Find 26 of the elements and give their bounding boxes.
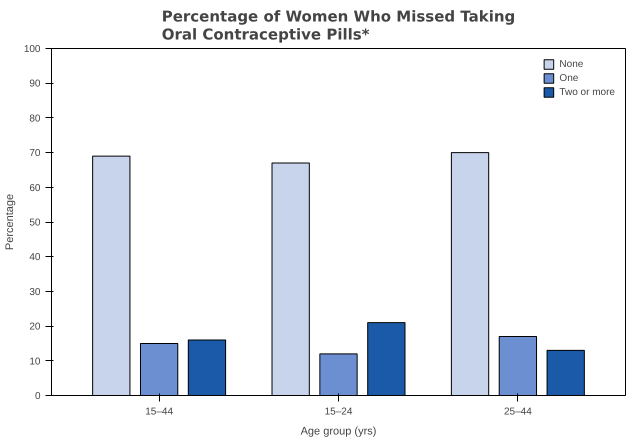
- y-tick-label: 10: [29, 356, 41, 368]
- bar: [367, 322, 406, 396]
- y-tick-label: 50: [29, 218, 41, 228]
- bar: [546, 350, 585, 396]
- y-tick-label: 90: [29, 78, 41, 90]
- x-tick-label: 15–44: [145, 406, 174, 418]
- x-tick-label: 15–24: [324, 406, 353, 418]
- legend-label: None: [559, 58, 584, 70]
- y-tick-label: 0: [34, 391, 41, 402]
- legend-label: One: [559, 72, 580, 84]
- bar: [450, 152, 490, 396]
- y-tick-label: 20: [29, 322, 41, 333]
- y-tick-label: 100: [24, 44, 41, 55]
- y-tick-label: 80: [29, 113, 41, 124]
- x-tick-label: 25–44: [504, 406, 532, 418]
- y-tick-label: 60: [29, 182, 41, 194]
- bar: [272, 162, 310, 396]
- y-tick-label: 30: [29, 286, 41, 298]
- bar: [188, 339, 226, 396]
- legend-label: Two or more: [559, 86, 615, 98]
- x-axis-title: Age group (yrs): [300, 426, 376, 438]
- y-tick-label: 70: [29, 148, 41, 160]
- bar: [92, 156, 130, 396]
- y-tick-label: 40: [29, 252, 41, 264]
- chart-title: Percentage of Women Who Missed Taking Oral Contraceptive Pills*: [162, 8, 516, 44]
- y-axis-title: Percentage: [4, 194, 16, 250]
